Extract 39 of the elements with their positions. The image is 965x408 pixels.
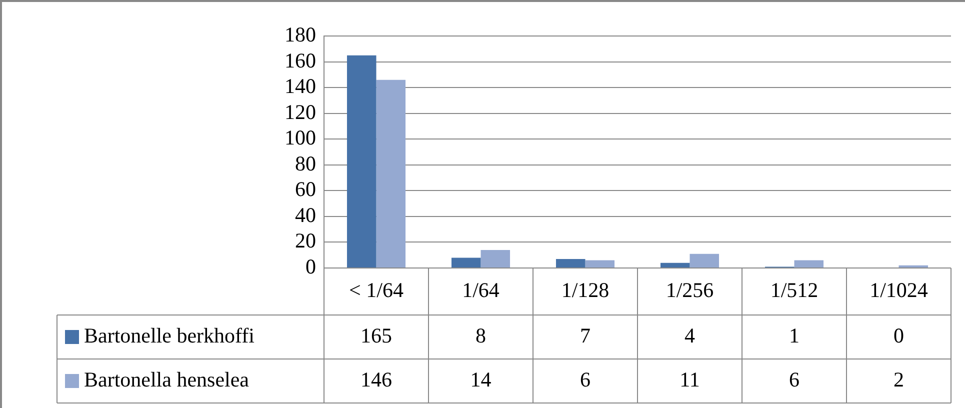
y-tick-label: 180 bbox=[284, 22, 316, 47]
data-label: 1 bbox=[789, 324, 800, 348]
bar bbox=[585, 260, 615, 268]
y-tick-label: 80 bbox=[295, 151, 316, 176]
y-tick-label: 20 bbox=[295, 228, 316, 253]
data-label: 6 bbox=[789, 368, 800, 392]
data-label: 7 bbox=[580, 324, 590, 348]
x-tick-label: < 1/64 bbox=[349, 278, 404, 302]
legend-label: Bartonelle berkhoffi bbox=[84, 324, 255, 348]
y-tick-label: 160 bbox=[284, 48, 316, 72]
x-tick-label: 1/128 bbox=[561, 278, 610, 302]
bar bbox=[376, 80, 406, 268]
x-tick-label: 1/1024 bbox=[870, 278, 928, 302]
y-tick-label: 140 bbox=[284, 74, 316, 98]
legend-label: Bartonella henselea bbox=[84, 368, 250, 392]
x-tick-label: 1/64 bbox=[462, 278, 500, 302]
y-tick-label: 120 bbox=[284, 100, 316, 124]
x-tick-label: 1/512 bbox=[770, 278, 818, 302]
bar bbox=[690, 254, 720, 268]
bar bbox=[794, 260, 824, 268]
bar bbox=[451, 258, 481, 268]
data-label: 165 bbox=[360, 324, 392, 348]
bar bbox=[346, 55, 376, 268]
y-tick-label: 100 bbox=[284, 126, 316, 150]
bar bbox=[556, 258, 586, 268]
data-label: 2 bbox=[894, 368, 904, 392]
data-label: 4 bbox=[684, 324, 696, 348]
data-label: 146 bbox=[360, 368, 392, 392]
bar bbox=[660, 262, 690, 268]
y-tick-label: 60 bbox=[295, 177, 316, 202]
bar bbox=[480, 250, 510, 268]
data-label: 0 bbox=[894, 324, 904, 348]
x-tick-label: 1/256 bbox=[666, 278, 714, 302]
y-tick-label: 0 bbox=[306, 254, 316, 279]
y-tick-label: 40 bbox=[295, 202, 316, 227]
data-label: 14 bbox=[470, 368, 492, 392]
data-label: 11 bbox=[680, 368, 700, 392]
data-label: 8 bbox=[476, 324, 486, 348]
data-label: 6 bbox=[580, 368, 590, 392]
